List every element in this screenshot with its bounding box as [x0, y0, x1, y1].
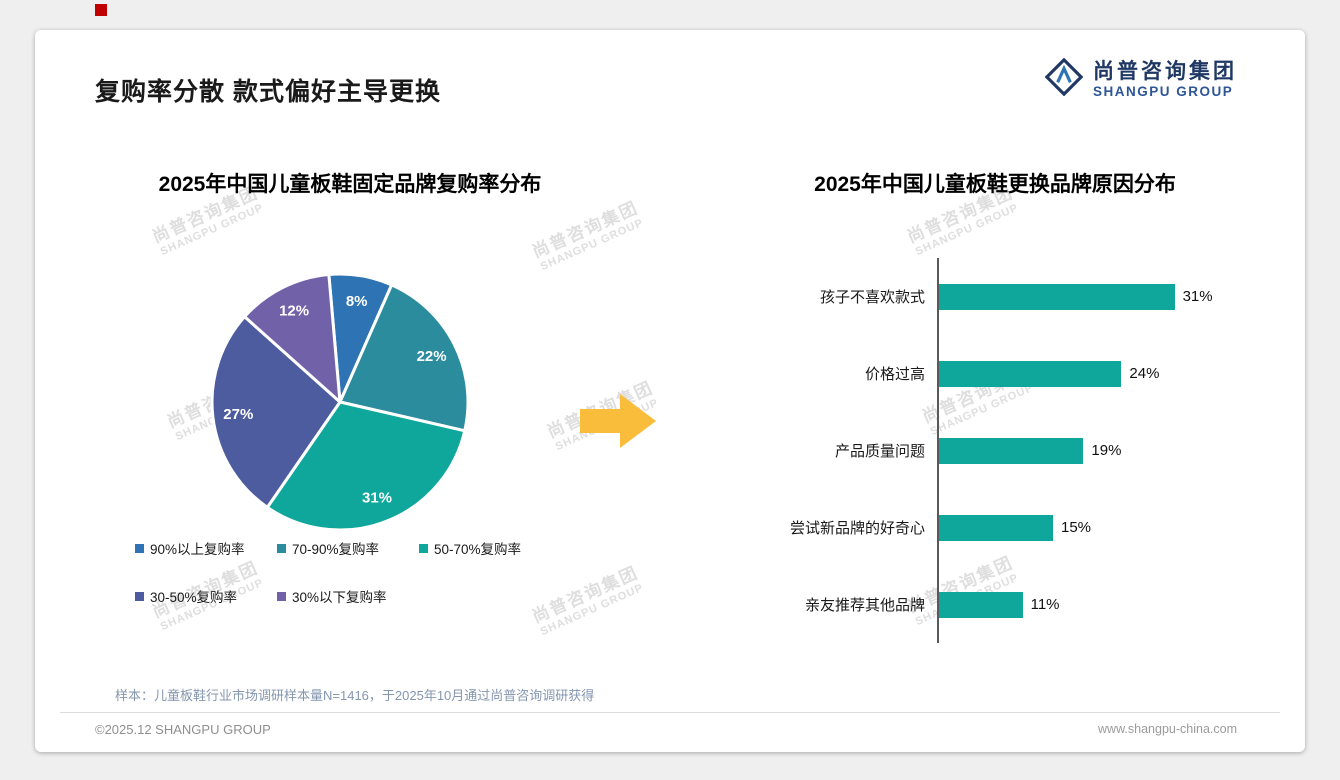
pie-chart-wrap: 8% 22% 31% 27% 12%: [190, 252, 490, 552]
bar-category-label: 亲友推荐其他品牌: [804, 597, 925, 614]
bar-row: 产品质量问题 19%: [725, 412, 1270, 489]
legend-label: 70-90%复购率: [292, 542, 380, 557]
page-title: 复购率分散 款式偏好主导更换: [95, 78, 441, 106]
bar-area: 19%: [937, 412, 1270, 489]
pie-chart-title: 2025年中国儿童板鞋固定品牌复购率分布: [158, 173, 542, 196]
legend-swatch: [135, 591, 144, 601]
legend-swatch: [277, 591, 286, 601]
bar-chart-title: 2025年中国儿童板鞋更换品牌原因分布: [814, 173, 1176, 196]
legend-item: 30-50%复购率: [135, 586, 277, 606]
bar-row: 尝试新品牌的好奇心 15%: [725, 489, 1270, 566]
pie-value-label: 31%: [362, 490, 392, 507]
bar: [939, 437, 1084, 464]
bar-category-label: 孩子不喜欢款式: [819, 289, 925, 306]
sample-note: 样本：儿童板鞋行业市场调研样本量N=1416，于2025年10月通过尚普咨询调研…: [115, 688, 595, 703]
accent-square: [95, 4, 107, 16]
legend-item: 70-90%复购率: [277, 538, 419, 558]
bar-category-label: 产品质量问题: [834, 443, 925, 460]
bar: [939, 514, 1053, 541]
pie-slice: [265, 400, 467, 532]
slide-card: 尚普咨询集团 SHANGPU GROUP 尚普咨询集团 SHANGPU GROUP 尚普…: [35, 30, 1305, 752]
bar-value-label: 15%: [1061, 519, 1092, 536]
pie-legend: 90%以上复购率 70-90%复购率 50-70%复购率 30-50%复购率 30%以下…: [135, 538, 561, 606]
logo-text: 尚普咨询集团 SHANGPU GROUP: [1093, 60, 1237, 98]
legend-label: 30%以下复购率: [292, 590, 387, 605]
pie-slice: [243, 272, 342, 404]
bar-area: 24%: [937, 335, 1270, 412]
bar-value-label: 31%: [1182, 288, 1213, 305]
legend-item: 50-70%复购率: [419, 538, 561, 558]
bar-value-label: 24%: [1129, 365, 1160, 382]
footer-website: www.shangpu-china.com: [1098, 722, 1237, 736]
arrow-icon: [580, 392, 658, 455]
logo-subtitle: SHANGPU GROUP: [1093, 83, 1234, 99]
bar-row: 价格过高 24%: [725, 335, 1270, 412]
bar-category-label: 价格过高: [864, 366, 925, 383]
logo-name: 尚普咨询集团: [1093, 60, 1237, 84]
pie-value-label: 22%: [417, 348, 447, 365]
bar: [939, 591, 1023, 618]
bar-area: 11%: [937, 566, 1270, 643]
legend-item: 90%以上复购率: [135, 538, 277, 558]
bar-value-label: 19%: [1091, 442, 1122, 459]
bar-chart-rows: 孩子不喜欢款式 31% 价格过高 24% 产品质量问题 19% 尝试新品牌的好奇心 15% 亲友…: [725, 258, 1270, 643]
legend-item: 30%以下复购率: [277, 586, 419, 606]
legend-swatch: [135, 543, 144, 553]
bar: [939, 360, 1122, 387]
bar-area: 31%: [937, 258, 1270, 335]
bar-row: 亲友推荐其他品牌 11%: [725, 566, 1270, 643]
bar-chart: 孩子不喜欢款式 31% 价格过高 24% 产品质量问题 19% 尝试新品牌的好奇心 15% 亲友…: [725, 258, 1270, 643]
pie-value-label: 8%: [346, 293, 368, 310]
company-logo: 尚普咨询集团 SHANGPU GROUP: [1044, 57, 1237, 101]
legend-label: 30-50%复购率: [150, 590, 238, 605]
bar-value-label: 11%: [1030, 596, 1060, 613]
bar-category-label: 尝试新品牌的好奇心: [789, 520, 925, 537]
pie-value-label: 27%: [223, 406, 253, 423]
bar-row: 孩子不喜欢款式 31%: [725, 258, 1270, 335]
legend-label: 50-70%复购率: [434, 542, 522, 557]
logo-icon: [1044, 57, 1084, 101]
footer-divider: [60, 712, 1280, 713]
bar-area: 15%: [937, 489, 1270, 566]
bar: [939, 283, 1175, 310]
pie-chart: 8% 22% 31% 27% 12%: [210, 272, 470, 532]
legend-label: 90%以上复购率: [150, 542, 245, 557]
pie-slice: [338, 283, 470, 433]
legend-swatch: [419, 543, 428, 553]
pie-slice: [210, 315, 342, 509]
pie-value-label: 12%: [279, 302, 309, 319]
legend-swatch: [277, 543, 286, 553]
footer-copyright: ©2025.12 SHANGPU GROUP: [95, 722, 271, 737]
